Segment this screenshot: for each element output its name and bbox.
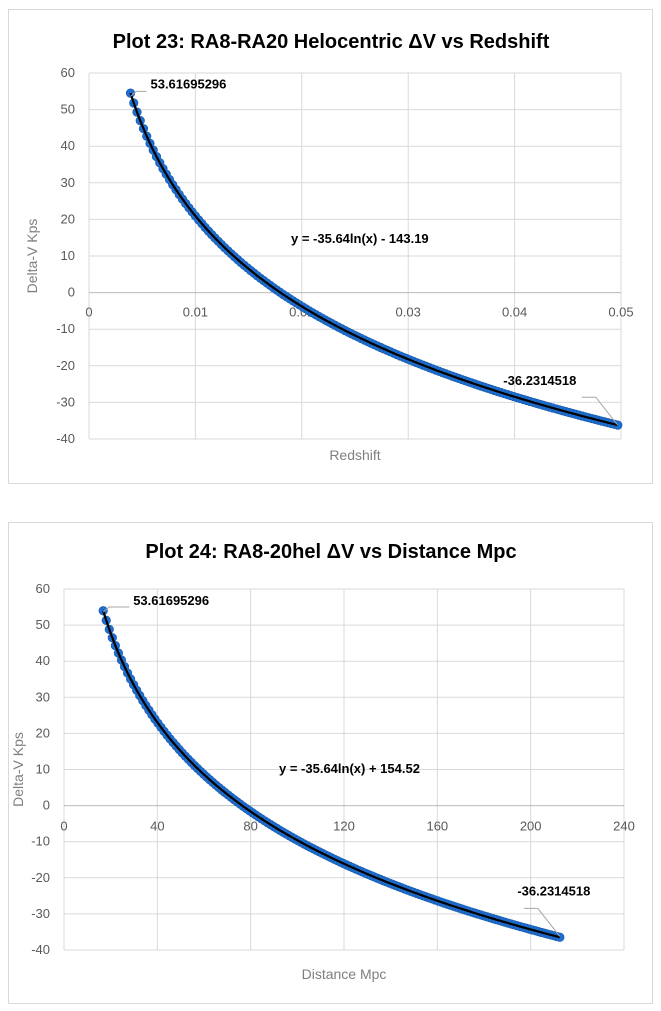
y-tick-label: 10 (61, 248, 75, 263)
x-tick-label: 40 (150, 819, 164, 834)
x-tick-label: 120 (333, 819, 355, 834)
y-tick-label: 0 (43, 798, 50, 813)
y-tick-label: -20 (31, 870, 50, 885)
y-tick-label: 40 (61, 138, 75, 153)
x-tick-label: 0.04 (502, 305, 527, 320)
y-tick-label: -10 (31, 834, 50, 849)
y-tick-label: -30 (56, 394, 75, 409)
label-leader-line (523, 907, 561, 937)
x-tick-label: 160 (426, 819, 448, 834)
x-tick-label: 200 (520, 819, 542, 834)
y-tick-label: 10 (36, 762, 50, 777)
y-tick-label: 40 (36, 653, 50, 668)
point-label: 53.61695296 (133, 593, 209, 608)
x-axis-title: Redshift (329, 447, 380, 463)
chart-title: Plot 24: RA8-20hel ΔV vs Distance Mpc (145, 541, 516, 563)
y-axis-title: Delta-V Kps (24, 219, 40, 294)
label-leader-line (581, 396, 619, 426)
x-tick-label: 240 (613, 819, 635, 834)
y-tick-label: 30 (36, 689, 50, 704)
trendline (129, 92, 619, 427)
chart-panel-plot-24: Plot 24: RA8-20hel ΔV vs Distance Mpc 60… (8, 522, 653, 1004)
y-tick-label: -40 (31, 942, 50, 957)
x-tick-label: 0.05 (608, 305, 633, 320)
trendline (102, 610, 561, 939)
y-tick-label: -30 (31, 906, 50, 921)
y-axis-title: Delta-V Kps (10, 732, 26, 807)
y-tick-label: 60 (36, 581, 50, 596)
point-label: 53.61695296 (150, 76, 226, 91)
x-tick-label: 0.01 (183, 305, 208, 320)
chart-panel-plot-23: Plot 23: RA8-RA20 Helocentric ΔV vs Reds… (8, 9, 653, 484)
x-tick-label: 0 (85, 305, 92, 320)
chart-svg-plot-23: Plot 23: RA8-RA20 Helocentric ΔV vs Reds… (24, 31, 634, 463)
y-tick-label: 20 (36, 725, 50, 740)
x-tick-label: 0 (60, 819, 67, 834)
y-tick-label: 60 (61, 65, 75, 80)
y-tick-label: -20 (56, 358, 75, 373)
trendline-equation: y = -35.64ln(x) + 154.52 (279, 761, 420, 776)
y-tick-label: 20 (61, 211, 75, 226)
label-leader-line (102, 606, 130, 613)
y-tick-label: 50 (36, 617, 50, 632)
y-tick-label: 0 (68, 285, 75, 300)
chart-plot-area: 60 50 40 30 20 10 0 -10 -20 -30 -40 0 40 80 120 160 200 2… (10, 581, 635, 982)
x-tick-label: 0.03 (396, 305, 421, 320)
x-axis-title: Distance Mpc (302, 966, 387, 982)
trendline-equation: y = -35.64ln(x) - 143.19 (291, 231, 429, 246)
point-label: -36.2314518 (503, 373, 576, 388)
chart-svg-plot-24: Plot 24: RA8-20hel ΔV vs Distance Mpc 60… (10, 541, 635, 982)
label-leader-line (130, 90, 147, 97)
y-tick-label: -40 (56, 431, 75, 446)
y-tick-label: 50 (61, 102, 75, 117)
x-tick-label: 80 (243, 819, 257, 834)
chart-title: Plot 23: RA8-RA20 Helocentric ΔV vs Reds… (113, 31, 550, 53)
y-tick-label: -10 (56, 321, 75, 336)
point-label: -36.2314518 (517, 883, 590, 898)
y-tick-label: 30 (61, 175, 75, 190)
